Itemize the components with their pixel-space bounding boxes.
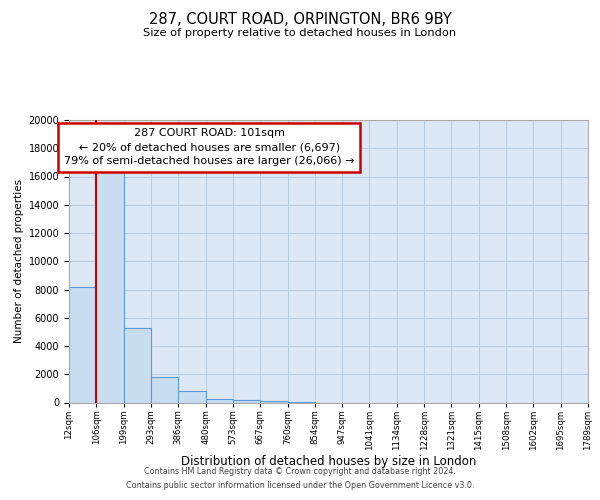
Bar [178, 391, 206, 402]
Text: 287 COURT ROAD: 101sqm
← 20% of detached houses are smaller (6,697)
79% of semi-: 287 COURT ROAD: 101sqm ← 20% of detached… [64, 128, 355, 166]
Text: Contains HM Land Registry data © Crown copyright and database right 2024.: Contains HM Land Registry data © Crown c… [144, 467, 456, 476]
Text: Size of property relative to detached houses in London: Size of property relative to detached ho… [143, 28, 457, 38]
Y-axis label: Number of detached properties: Number of detached properties [14, 179, 25, 344]
Bar [151, 377, 178, 402]
Bar [206, 399, 233, 402]
Bar [69, 286, 97, 403]
Text: 287, COURT ROAD, ORPINGTON, BR6 9BY: 287, COURT ROAD, ORPINGTON, BR6 9BY [149, 12, 451, 28]
Bar [97, 168, 124, 402]
Bar [260, 401, 287, 402]
X-axis label: Distribution of detached houses by size in London: Distribution of detached houses by size … [181, 456, 476, 468]
Bar [124, 328, 151, 402]
Text: Contains public sector information licensed under the Open Government Licence v3: Contains public sector information licen… [126, 481, 474, 490]
Bar [233, 400, 260, 402]
